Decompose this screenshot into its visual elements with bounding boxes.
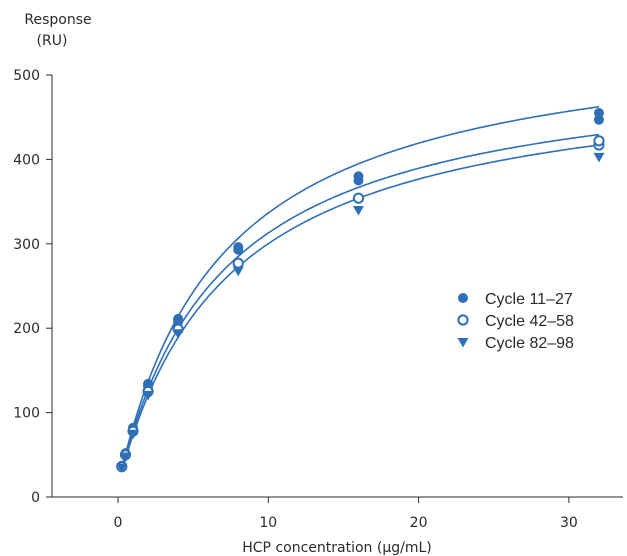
point-series-1-16	[593, 107, 604, 118]
legend-marker-3	[457, 338, 469, 348]
point-series-3-1	[116, 463, 128, 473]
point-series-3-6	[232, 266, 244, 277]
legend-marker-2	[457, 314, 469, 326]
point-series-1-10	[173, 313, 184, 324]
point-series-3-2	[120, 452, 132, 462]
legend-label-3: Cycle 82–98	[485, 335, 574, 352]
y-tick-label-200: 200	[13, 321, 40, 337]
point-series-3-4	[142, 390, 154, 401]
fit-curve-series-1	[120, 105, 600, 470]
fit-curve-series-2	[120, 133, 600, 471]
y-axis-title-line2: (RU)	[37, 33, 68, 49]
fit-curves	[120, 105, 600, 472]
point-series-2-7	[352, 192, 365, 204]
legend-label-1: Cycle 11–27	[485, 291, 573, 308]
y-tick-label-300: 300	[13, 237, 40, 253]
point-series-2-9	[593, 135, 605, 147]
point-series-1-8	[143, 378, 154, 389]
point-series-3-8	[593, 152, 605, 163]
x-tick-label-0: 0	[114, 515, 123, 531]
y-tick-label-0: 0	[31, 490, 40, 506]
legend: Cycle 11–27 Cycle 42–58 Cycle 82–98	[457, 291, 574, 352]
point-series-3-7	[352, 206, 364, 216]
point-series-1-12	[233, 242, 244, 253]
y-tick-label-500: 500	[13, 68, 40, 84]
point-series-3-3	[127, 429, 139, 440]
y-tick-label-400: 400	[13, 152, 40, 168]
x-tick-label-10: 10	[259, 515, 277, 531]
point-series-2-6	[232, 257, 244, 269]
x-axis-title: HCP concentration (µg/mL)	[242, 540, 431, 556]
x-tick-label-30: 30	[560, 515, 578, 531]
data-points	[116, 107, 605, 473]
y-ticks: 0 100 200 300 400 500	[13, 68, 52, 506]
y-tick-label-100: 100	[13, 406, 40, 422]
point-series-1-14	[353, 171, 364, 182]
legend-label-2: Cycle 42–58	[485, 313, 574, 330]
legend-marker-1	[458, 293, 468, 303]
y-axis-title-line1: Response	[24, 12, 91, 28]
x-ticks: 0 10 20 30	[114, 497, 578, 531]
x-tick-label-20: 20	[410, 515, 428, 531]
point-series-3-5	[172, 329, 184, 339]
